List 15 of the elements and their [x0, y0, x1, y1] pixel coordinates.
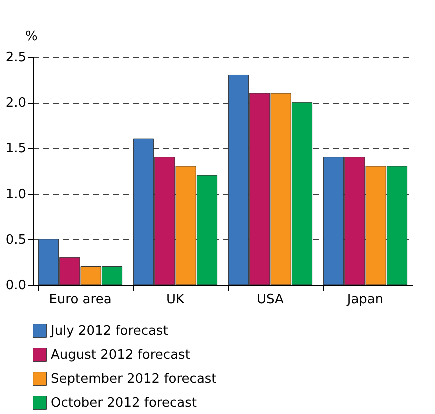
- x-tick-label: UK: [166, 292, 185, 308]
- legend-label: July 2012 forecast: [50, 324, 168, 339]
- y-tick-label: 1.0: [6, 187, 26, 202]
- y-tick-label: 0.0: [6, 278, 26, 294]
- y-tick-label: 2.0: [6, 96, 26, 112]
- y-tick-label: 0.5: [6, 232, 26, 248]
- y-tick-label: 2.5: [6, 50, 26, 66]
- legend-label: October 2012 forecast: [51, 396, 197, 411]
- x-tick-label: USA: [257, 292, 284, 308]
- y-axis-title: %: [26, 30, 38, 44]
- y-tick-label: 1.5: [6, 142, 26, 157]
- legend-label: August 2012 forecast: [51, 348, 190, 363]
- x-tick-label: Japan: [346, 292, 384, 308]
- x-tick-label: Euro area: [49, 292, 112, 308]
- legend-label: September 2012 forecast: [51, 372, 217, 387]
